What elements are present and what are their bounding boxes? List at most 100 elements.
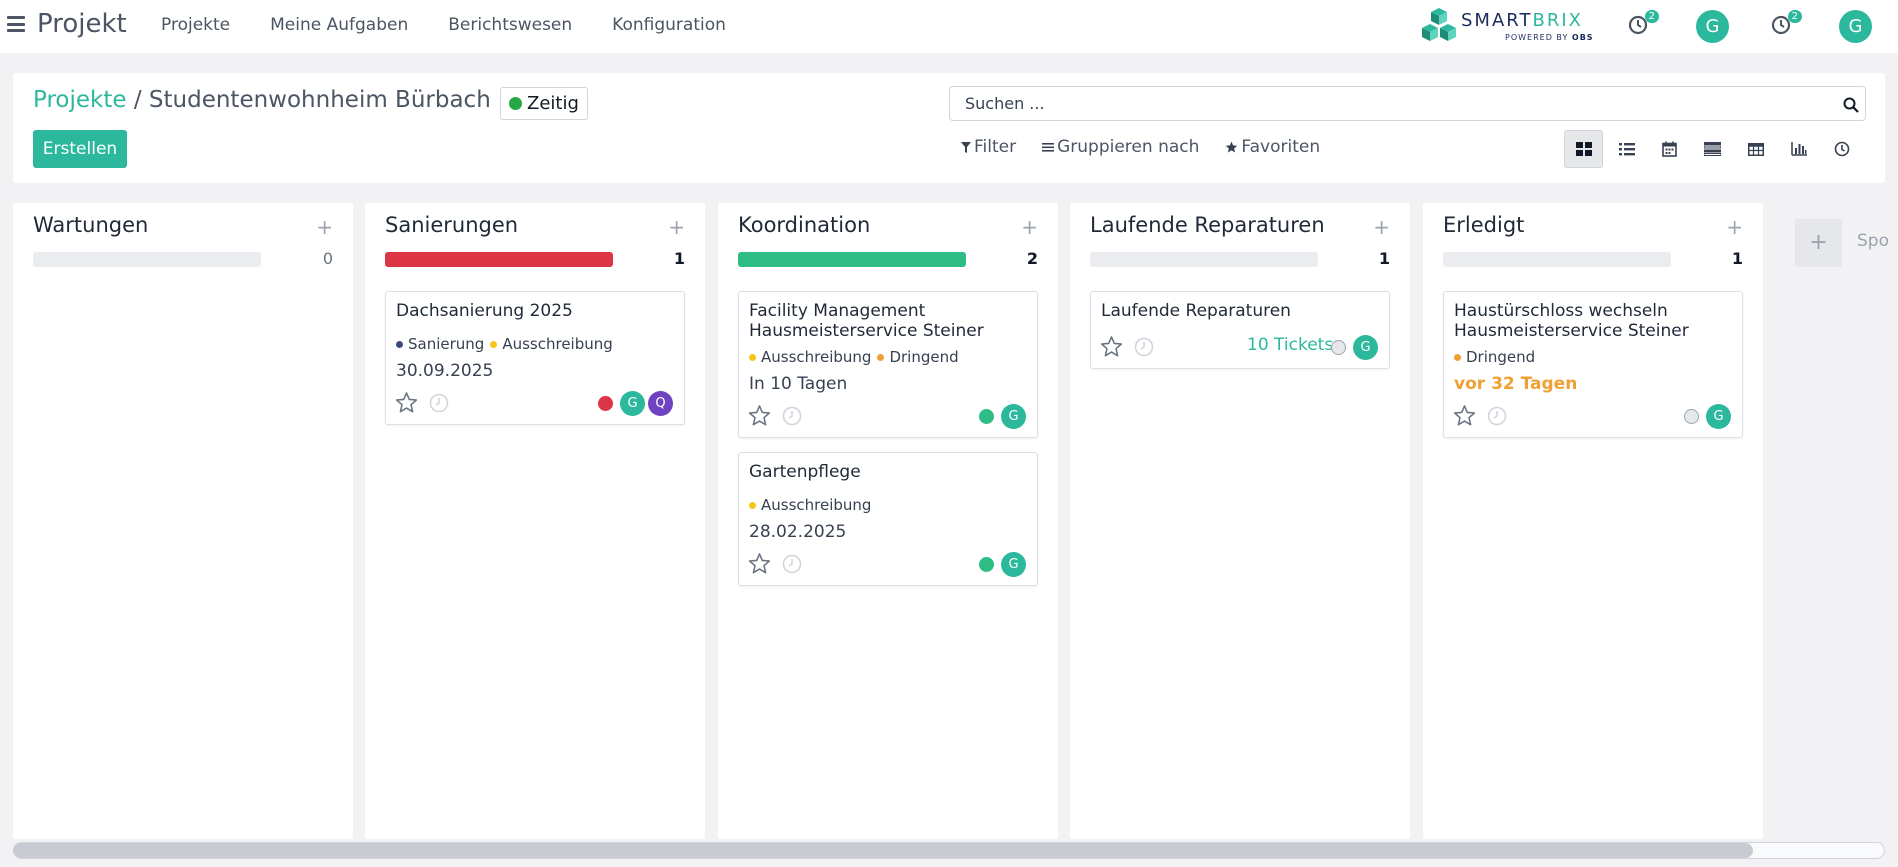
create-button[interactable]: Erstellen	[33, 130, 127, 168]
search-box	[949, 86, 1866, 121]
card-avatar[interactable]: G	[1353, 335, 1378, 360]
column-title[interactable]: Koordination	[738, 213, 871, 237]
menu-item-meine-aufgaben[interactable]: Meine Aufgaben	[270, 15, 409, 35]
column-progress-bar[interactable]	[738, 252, 966, 267]
menu-item-projekte[interactable]: Projekte	[161, 15, 231, 35]
calendar-view-button[interactable]	[1650, 130, 1689, 168]
activity-view-button[interactable]	[1822, 130, 1861, 168]
status-dot-icon[interactable]	[979, 557, 994, 572]
column-title[interactable]: Laufende Reparaturen	[1090, 213, 1325, 237]
card-avatar[interactable]: G	[1001, 404, 1026, 429]
column-progress-bar[interactable]	[1443, 252, 1671, 267]
project-status-button[interactable]: Zeitig	[500, 87, 588, 120]
add-column-button[interactable]: +	[1795, 219, 1842, 267]
activity-clock-icon[interactable]	[782, 406, 802, 426]
tickets-link[interactable]: 10 Tickets	[1247, 335, 1334, 355]
card-title: Haustürschloss wechseln	[1454, 301, 1668, 321]
logo-text-brix: BRIX	[1532, 10, 1583, 31]
card-tags: Sanierung Ausschreibung	[396, 335, 619, 353]
activity-badge: 2	[1787, 10, 1802, 23]
activity-clock-icon[interactable]	[782, 554, 802, 574]
project-card-dachsanierung[interactable]: Dachsanierung 2025 Sanierung Ausschreibu…	[385, 291, 685, 425]
list-icon	[1618, 142, 1635, 155]
card-subtitle: Hausmeisterservice Steiner	[1454, 321, 1689, 341]
horizontal-scrollbar-thumb[interactable]	[13, 843, 1753, 858]
menu-item-berichtswesen[interactable]: Berichtswesen	[448, 15, 573, 35]
status-dot-icon[interactable]	[979, 409, 994, 424]
activity-clock-icon[interactable]	[429, 393, 449, 413]
top-navbar: Projekt Projekte Meine Aufgaben Berichts…	[0, 0, 1898, 53]
breadcrumb-current: Studentenwohnheim Bürbach	[148, 87, 491, 113]
column-progress-bar[interactable]	[1090, 252, 1318, 267]
project-card-gartenpflege[interactable]: Gartenpflege Ausschreibung 28.02.2025 G	[738, 452, 1038, 586]
user-avatar[interactable]: G	[1696, 10, 1729, 43]
column-count: 0	[322, 249, 333, 268]
breadcrumb: Projekte / Studentenwohnheim Bürbach	[33, 87, 491, 113]
project-card-haustuerschloss[interactable]: Haustürschloss wechseln Hausmeisterservi…	[1443, 291, 1743, 438]
menu-item-konfiguration[interactable]: Konfiguration	[612, 15, 726, 35]
favorite-star-icon[interactable]	[748, 552, 771, 575]
favorite-star-icon[interactable]	[1453, 404, 1476, 427]
column-count: 1	[1731, 249, 1743, 268]
favorites-button[interactable]: Favoriten	[1225, 137, 1320, 157]
activity-icon[interactable]: 2	[1770, 10, 1802, 39]
card-tags: Ausschreibung Dringend	[749, 348, 965, 366]
project-card-laufende-reparaturen[interactable]: Laufende Reparaturen 10 Tickets G	[1090, 291, 1390, 369]
project-card-facility-management[interactable]: Facility Management Hausmeisterservice S…	[738, 291, 1038, 438]
list-view-button[interactable]	[1607, 130, 1646, 168]
search-input[interactable]	[950, 87, 1865, 120]
column-title[interactable]: Sanierungen	[385, 213, 519, 237]
column-progress-bar[interactable]	[385, 252, 613, 267]
status-dot-icon[interactable]	[1331, 340, 1346, 355]
status-dot-icon[interactable]	[598, 396, 613, 411]
gantt-view-button[interactable]	[1693, 130, 1732, 168]
card-avatar[interactable]: Q	[648, 391, 673, 416]
favorite-star-icon[interactable]	[748, 404, 771, 427]
search-icon[interactable]	[1843, 97, 1859, 113]
card-avatar[interactable]: G	[620, 391, 645, 416]
card-title: Dachsanierung 2025	[396, 301, 573, 321]
kanban-column-erledigt: Erledigt + 1 Haustürschloss wechseln Hau…	[1423, 203, 1763, 839]
status-dot-icon[interactable]	[1684, 409, 1699, 424]
group-by-button[interactable]: Gruppieren nach	[1042, 137, 1199, 157]
breadcrumb-separator: /	[126, 87, 149, 113]
add-card-plus-icon[interactable]: +	[1021, 215, 1038, 239]
tag-ausschreibung: Ausschreibung	[749, 496, 871, 514]
table-view-button[interactable]	[1736, 130, 1775, 168]
column-progress-bar[interactable]	[33, 252, 261, 267]
activity-badge: 2	[1644, 10, 1659, 23]
logo-text-smart: SMART	[1461, 10, 1533, 31]
activity-clock-icon[interactable]	[1487, 406, 1507, 426]
breadcrumb-projekte-link[interactable]: Projekte	[33, 87, 127, 113]
card-avatar[interactable]: G	[1001, 552, 1026, 577]
add-card-plus-icon[interactable]: +	[668, 215, 685, 239]
graph-view-button[interactable]	[1779, 130, 1818, 168]
logo-powered-by: POWERED BY	[1505, 33, 1569, 42]
card-date: 28.02.2025	[749, 522, 847, 542]
card-title: Gartenpflege	[749, 462, 861, 482]
kanban-icon	[1575, 142, 1592, 156]
activity-clock-icon[interactable]	[1134, 337, 1154, 357]
add-column-label: Spo	[1857, 231, 1889, 251]
kanban-column-wartungen: Wartungen + 0	[13, 203, 353, 839]
favorite-star-icon[interactable]	[1100, 335, 1123, 358]
menu-icon[interactable]	[7, 16, 25, 32]
card-date: vor 32 Tagen	[1454, 374, 1578, 394]
column-title[interactable]: Erledigt	[1443, 213, 1525, 237]
user-avatar[interactable]: G	[1839, 10, 1872, 43]
app-title[interactable]: Projekt	[37, 9, 127, 39]
column-title[interactable]: Wartungen	[33, 213, 149, 237]
add-card-plus-icon[interactable]: +	[1726, 215, 1743, 239]
activity-icon[interactable]: 2	[1627, 10, 1659, 39]
kanban-column-koordination: Koordination + 2 Facility Management Hau…	[718, 203, 1058, 839]
favorite-star-icon[interactable]	[395, 391, 418, 414]
add-card-plus-icon[interactable]: +	[316, 215, 333, 239]
add-card-plus-icon[interactable]: +	[1373, 215, 1390, 239]
kanban-view-button[interactable]	[1564, 130, 1603, 168]
card-avatar[interactable]: G	[1706, 404, 1731, 429]
calendar-icon	[1662, 141, 1677, 157]
graph-icon	[1790, 142, 1807, 156]
card-subtitle: Hausmeisterservice Steiner	[749, 321, 984, 341]
tag-ausschreibung: Ausschreibung	[490, 335, 613, 353]
filter-button[interactable]: Filter	[961, 137, 1016, 157]
